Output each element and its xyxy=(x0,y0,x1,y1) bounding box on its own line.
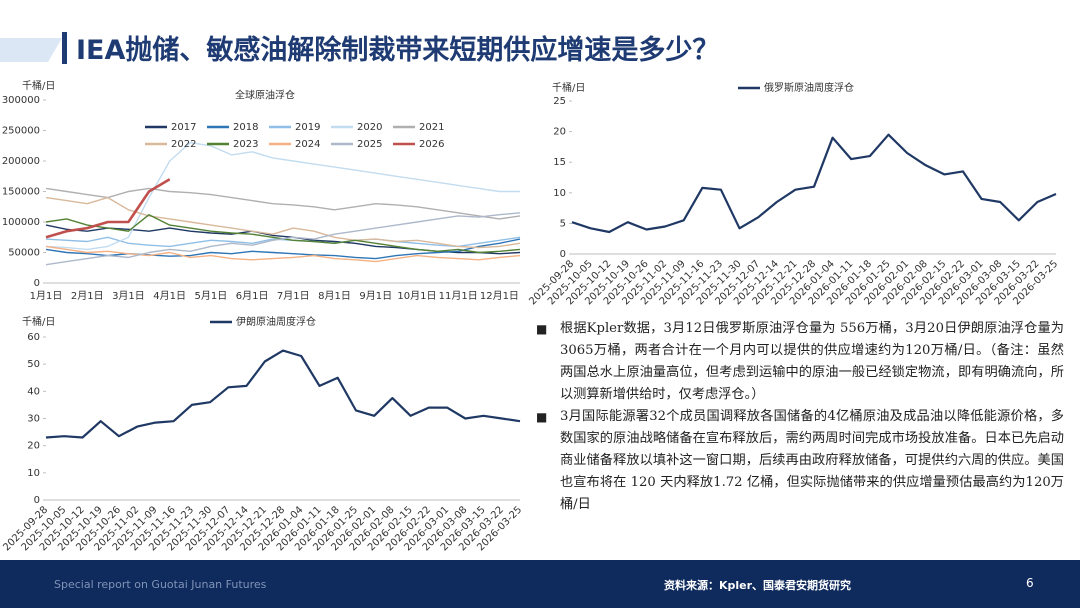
x-tick-label: 11月1日 xyxy=(439,290,478,302)
x-tick-label: 6月1日 xyxy=(236,290,269,302)
header-decor xyxy=(0,38,62,62)
y-tick-label: 50 xyxy=(27,359,40,370)
legend-label: 2017 xyxy=(171,122,196,133)
chart-title: 全球原油浮仓 xyxy=(235,89,295,102)
y-tick-label: 50000 xyxy=(8,248,40,259)
y-axis-unit: 千桶/日 xyxy=(22,79,55,92)
legend-label: 2023 xyxy=(233,139,258,150)
y-tick-label: 200000 xyxy=(2,156,40,167)
y-tick-label: 25 xyxy=(553,96,566,107)
series-line xyxy=(45,142,520,251)
y-tick-label: 0 xyxy=(34,278,40,289)
y-tick-label: 60 xyxy=(27,332,40,343)
slide-title: IEA抛储、敏感油解除制裁带来短期供应增速是多少？ xyxy=(76,35,720,66)
bullet-list: 根据Kpler数据，3月12日俄罗斯原油浮仓量为 556万桶，3月20日伊朗原油… xyxy=(536,318,1064,516)
y-tick-label: 40 xyxy=(27,386,40,397)
x-tick-label: 3月1日 xyxy=(112,290,145,302)
y-axis-unit: 千桶/日 xyxy=(552,81,585,94)
y-tick-label: 0 xyxy=(34,495,40,506)
x-tick-label: 5月1日 xyxy=(195,290,228,302)
x-tick-label: 12月1日 xyxy=(480,290,519,302)
y-tick-label: 5 xyxy=(560,218,566,229)
y-tick-label: 300000 xyxy=(2,95,40,106)
x-tick-label: 2月1日 xyxy=(71,290,104,302)
legend-label: 2025 xyxy=(357,139,382,150)
series-line xyxy=(45,187,521,220)
x-tick-label: 4月1日 xyxy=(153,290,186,302)
bullet: 根据Kpler数据，3月12日俄罗斯原油浮仓量为 556万桶，3月20日伊朗原油… xyxy=(536,318,1064,406)
series-line xyxy=(45,214,521,254)
series-line xyxy=(45,245,521,263)
series-line xyxy=(45,238,521,260)
footer-text: Special report on Guotai Junan Futures xyxy=(54,578,267,591)
series-line xyxy=(571,133,1057,234)
header-bar xyxy=(62,32,67,64)
series-line xyxy=(45,196,521,249)
legend-label: 2018 xyxy=(233,122,258,133)
y-tick-label: 20 xyxy=(553,127,566,138)
bullet: 3月国际能源署32个成员国调释放各国储备的4亿桶原油及成品油以降低能源价格，多数… xyxy=(536,406,1064,516)
x-tick-label: 1月1日 xyxy=(30,290,63,302)
y-tick-label: 250000 xyxy=(2,126,40,137)
legend-label: 俄罗斯原油周度浮仓 xyxy=(764,81,854,94)
x-tick-label: 7月1日 xyxy=(277,290,310,302)
y-tick-label: 10 xyxy=(27,468,40,479)
y-axis-unit: 千桶/日 xyxy=(22,315,55,328)
y-tick-label: 10 xyxy=(553,188,566,199)
series-line xyxy=(45,236,521,248)
source: 资料来源：Kpler、国泰君安期货研究 xyxy=(664,579,852,592)
legend-label: 2020 xyxy=(357,122,382,133)
x-tick-label: 8月1日 xyxy=(318,290,351,302)
y-tick-label: 20 xyxy=(27,441,40,452)
legend-label: 2022 xyxy=(171,139,196,150)
legend-label: 2026 xyxy=(419,139,444,150)
x-tick-label: 9月1日 xyxy=(359,290,392,302)
page-number: 6 xyxy=(1026,576,1034,590)
y-tick-label: 100000 xyxy=(2,217,40,228)
legend-label: 2024 xyxy=(295,139,320,150)
y-tick-label: 150000 xyxy=(2,187,40,198)
x-tick-label: 10月1日 xyxy=(397,290,436,302)
y-tick-label: 30 xyxy=(27,414,40,425)
series-line xyxy=(45,212,521,266)
series-line xyxy=(45,178,171,239)
y-tick-label: 15 xyxy=(553,157,566,168)
footer: Special report on Guotai Junan Futures 资… xyxy=(0,560,1080,608)
legend-label: 2021 xyxy=(419,122,444,133)
y-tick-label: 0 xyxy=(560,249,566,260)
series-line xyxy=(45,349,521,439)
legend-label: 伊朗原油周度浮仓 xyxy=(236,315,316,328)
legend-label: 2019 xyxy=(295,122,320,133)
